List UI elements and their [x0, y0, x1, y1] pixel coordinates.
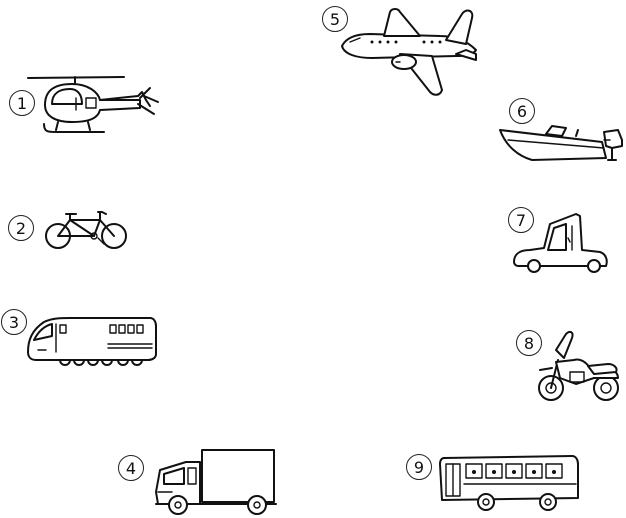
- motorboat-icon: [499, 125, 623, 161]
- number-badge-3: 3: [1, 309, 27, 335]
- bus-icon: [439, 455, 579, 511]
- number-badge-8: 8: [516, 330, 542, 356]
- number-badge-2: 2: [8, 215, 34, 241]
- bicycle-icon: [45, 211, 127, 249]
- car-icon: [513, 213, 608, 273]
- number-badge-7: 7: [508, 207, 534, 233]
- truck-icon: [155, 449, 277, 515]
- number-badge-4: 4: [118, 455, 144, 481]
- motorcycle-icon: [538, 330, 619, 401]
- number-badge-5: 5: [322, 6, 348, 32]
- number-badge-6: 6: [509, 98, 535, 124]
- airplane-icon: [341, 8, 477, 96]
- train-icon: [27, 317, 157, 366]
- number-badge-1: 1: [9, 90, 35, 116]
- number-badge-9: 9: [406, 454, 432, 480]
- helicopter-icon: [27, 76, 159, 133]
